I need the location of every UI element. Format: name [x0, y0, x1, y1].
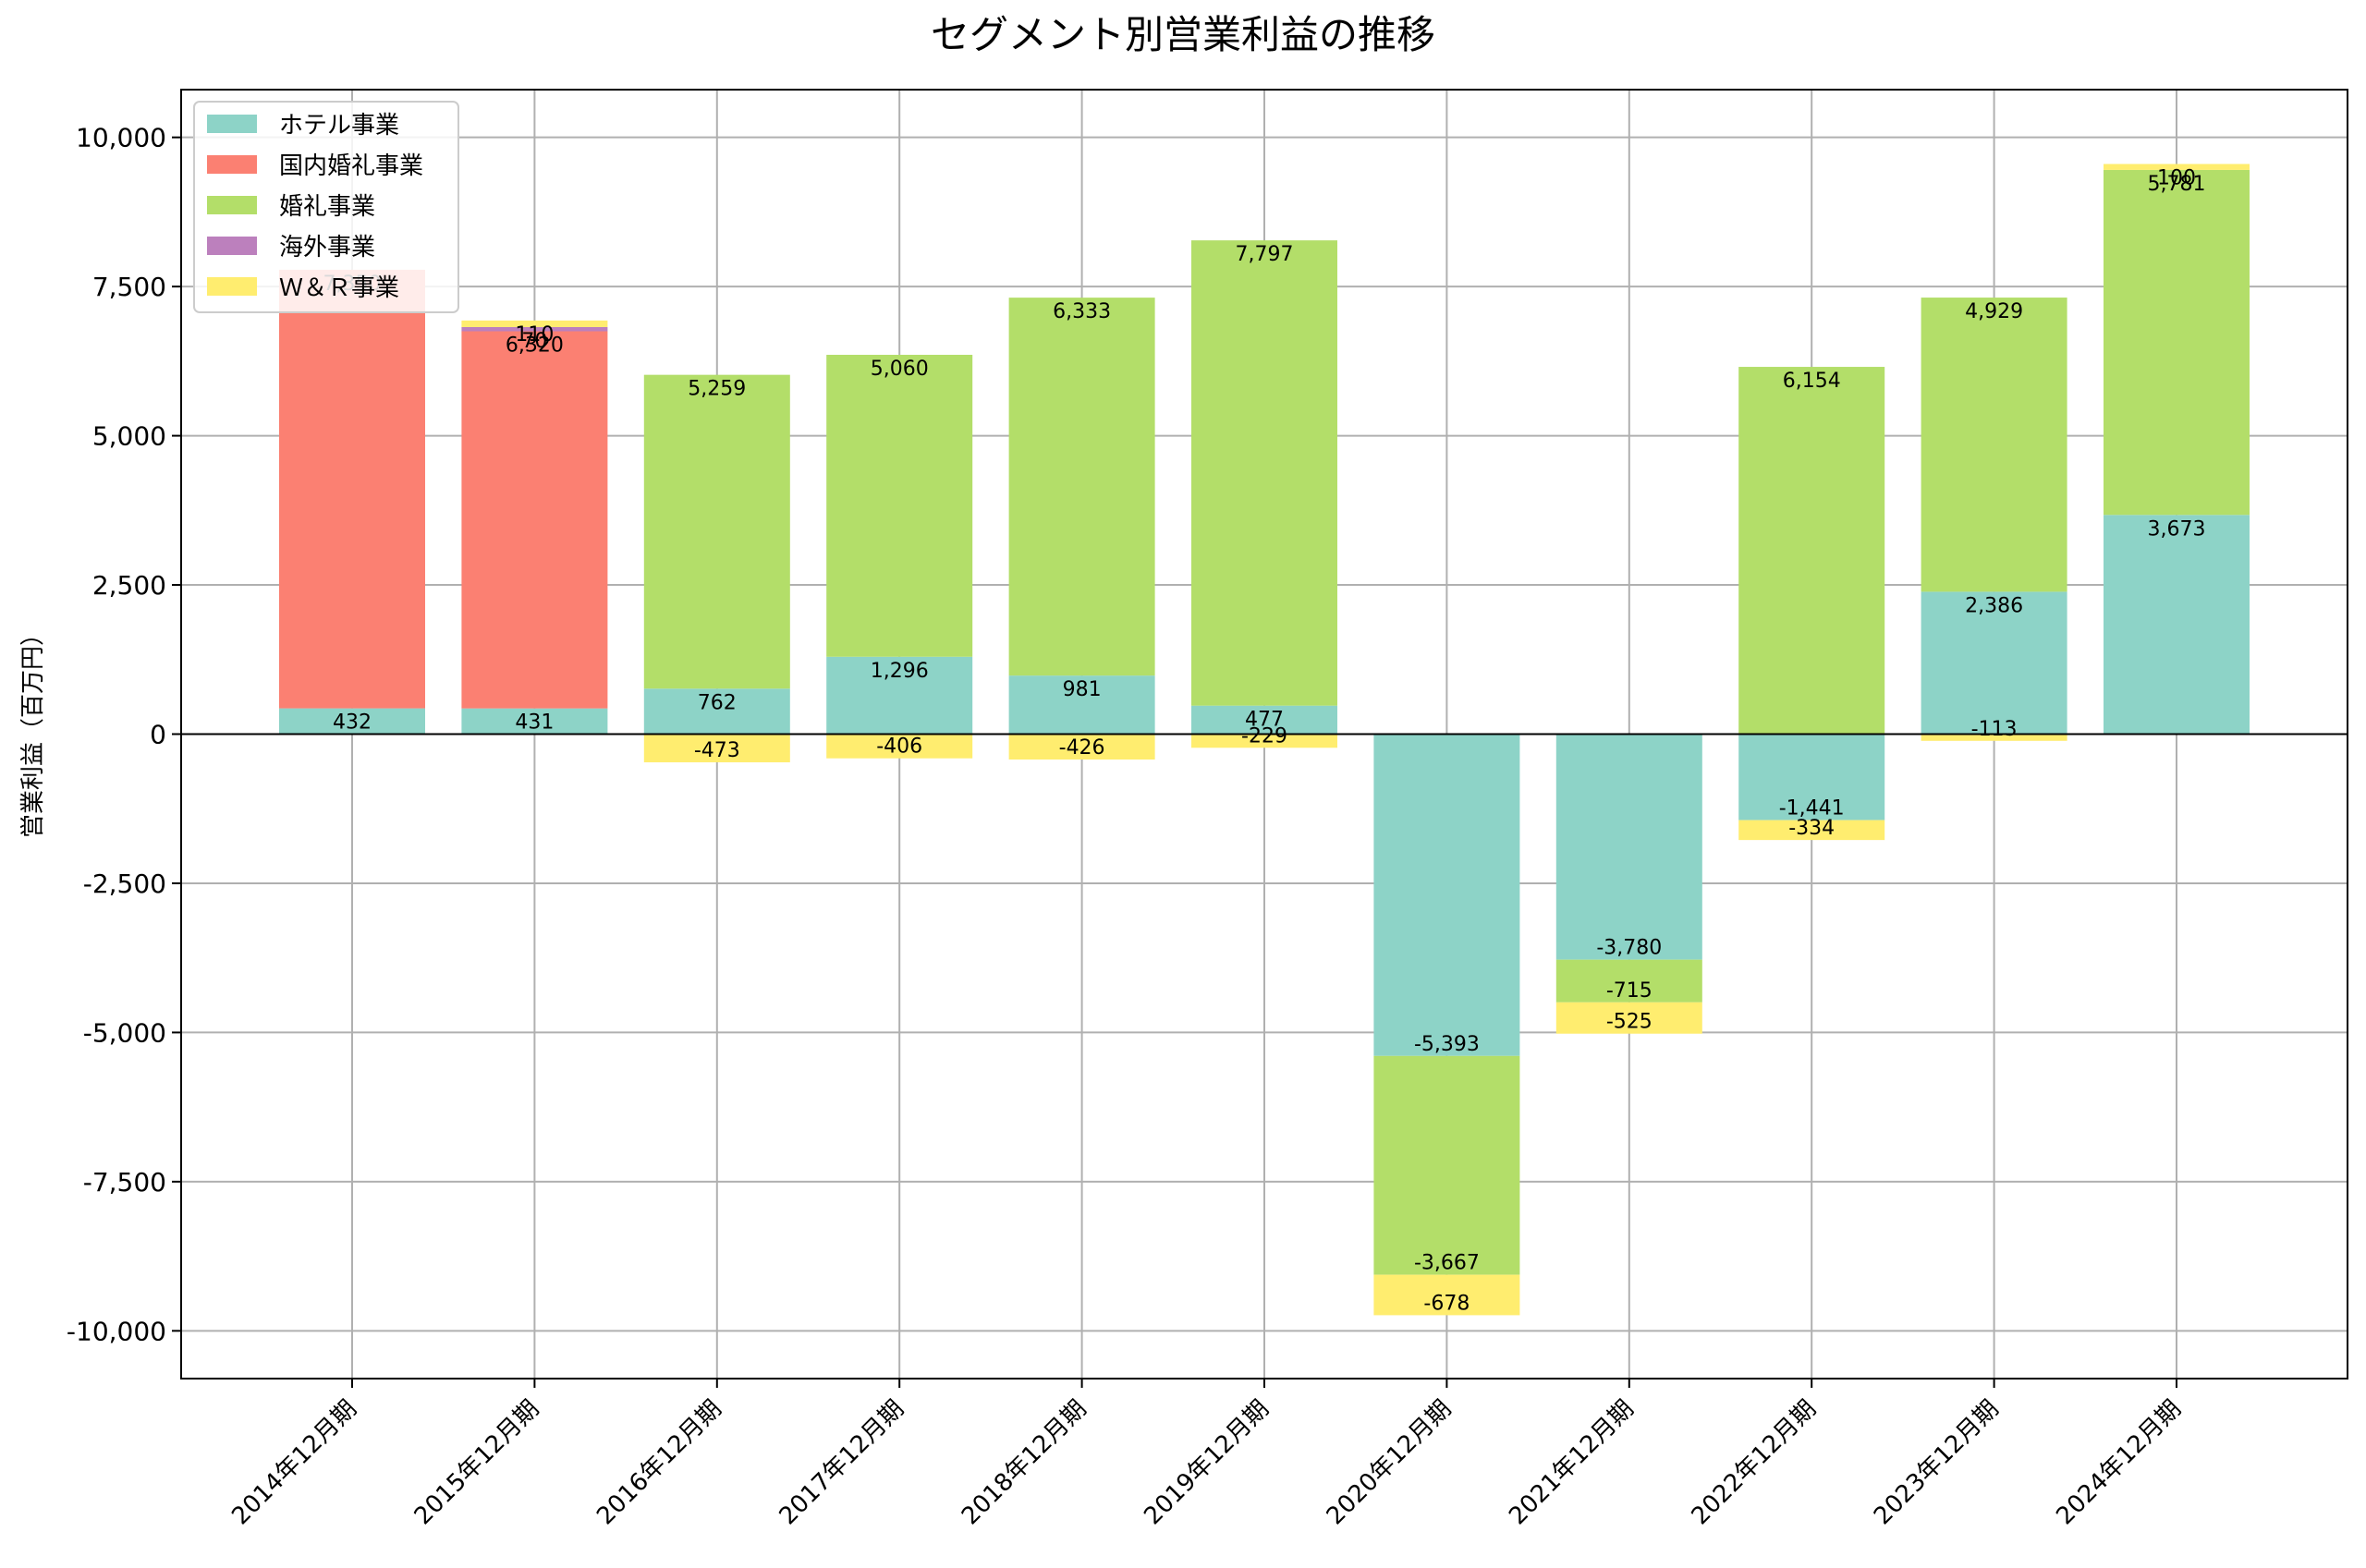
bar-value-label: -678: [1423, 1292, 1470, 1315]
y-tick-label: 0: [150, 720, 166, 750]
bar-segment: [1008, 734, 1155, 760]
bar-segment: [461, 708, 608, 735]
legend-swatch: [207, 196, 257, 214]
bar-value-label: 1,296: [871, 660, 929, 683]
bar-segment: [1921, 298, 2067, 592]
bar-segment: [1555, 1002, 1702, 1034]
y-tick-label: -10,000: [67, 1316, 166, 1346]
bar-segment: [1738, 820, 1885, 841]
bar-value-label: 4,929: [1965, 300, 2023, 323]
bar-value-label: -406: [876, 735, 922, 759]
bar-segment: [461, 331, 608, 709]
legend-swatch: [207, 155, 257, 174]
bar-segment: [826, 656, 973, 735]
legend-label: ホテル事業: [279, 112, 399, 140]
bar-segment: [1555, 734, 1702, 960]
bar-segment: [643, 734, 790, 763]
bar-value-label: -3,667: [1414, 1252, 1480, 1275]
bar-segment: [2104, 169, 2250, 516]
bar-segment: [1191, 240, 1337, 706]
bar-segment: [461, 320, 608, 327]
legend-label: 国内婚礼事業: [279, 152, 423, 180]
y-tick-label: -7,500: [83, 1167, 166, 1197]
bar-segment: [1921, 591, 2067, 735]
bar-segment: [1191, 734, 1337, 748]
y-tick-label: 7,500: [92, 272, 166, 302]
bar-value-label: 2,386: [1965, 594, 2023, 617]
bar-value-label: -473: [694, 739, 740, 762]
bar-segment: [1738, 367, 1885, 735]
bar-segment: [1191, 705, 1337, 735]
y-tick-label: -5,000: [83, 1017, 166, 1048]
bar-value-label: 7,797: [1236, 243, 1294, 266]
chart-title: セグメント別営業利益の推移: [931, 12, 1435, 57]
legend-label: 海外事業: [279, 234, 375, 261]
bar-segment: [1373, 1055, 1520, 1275]
bar-segment: [826, 734, 973, 759]
y-tick-label: 2,500: [92, 570, 166, 601]
bar-value-label: 6,154: [1783, 370, 1841, 393]
bar-value-label: 477: [1245, 709, 1284, 732]
bar-segment: [643, 688, 790, 735]
data-labels: 4327,3504316,320701107625,259-4731,2965,…: [323, 166, 2206, 1315]
bar-value-label: -113: [1971, 718, 2018, 741]
bar-segment: [1373, 734, 1520, 1056]
bar-value-label: -715: [1606, 979, 1653, 1003]
bar-value-label: 6,333: [1053, 300, 1111, 323]
bar-value-label: 3,673: [2148, 517, 2206, 541]
bar-segment: [1373, 1274, 1520, 1316]
plot-frame: [180, 89, 2348, 1380]
bar-segment: [2104, 164, 2250, 170]
bar-segment: [1008, 675, 1155, 735]
y-tick-label: 10,000: [76, 123, 166, 153]
bar-groups: [279, 164, 2250, 1316]
bar-value-label: -1,441: [1779, 797, 1845, 820]
bar-value-label: -229: [1241, 724, 1287, 748]
bar-value-label: -3,780: [1596, 937, 1662, 960]
legend-swatch: [207, 237, 257, 255]
bar-value-label: 110: [515, 323, 554, 346]
bar-value-label: 5,781: [2148, 173, 2206, 196]
legend-box: [193, 101, 459, 313]
bar-value-label: 762: [698, 691, 737, 714]
bar-value-label: -426: [1059, 736, 1105, 760]
bar-value-label: 70: [521, 330, 547, 353]
bar-value-label: 100: [2157, 166, 2196, 189]
bar-segment: [1555, 959, 1702, 1003]
bar-value-label: -334: [1788, 817, 1835, 840]
legend-label: 婚礼事業: [279, 193, 375, 221]
bar-segment: [1921, 734, 2067, 741]
legend-swatch: [207, 115, 257, 133]
legend-label: Ｗ＆Ｒ事業: [279, 274, 399, 302]
bar-segment: [1738, 734, 1885, 820]
bar-value-label: -5,393: [1414, 1033, 1480, 1056]
bar-segment: [1008, 298, 1155, 676]
bar-value-label: 431: [515, 711, 554, 735]
y-tick-label: -2,500: [83, 869, 166, 899]
bar-segment: [279, 708, 425, 735]
bar-value-label: 6,320: [506, 334, 564, 357]
bar-segment: [2104, 515, 2250, 735]
bar-value-label: -525: [1606, 1011, 1653, 1034]
bar-segment: [643, 374, 790, 689]
bar-segment: [279, 269, 425, 709]
legend-swatch: [207, 277, 257, 296]
y-tick-label: 5,000: [92, 421, 166, 452]
bar-value-label: 432: [333, 711, 372, 735]
bar-value-label: 981: [1063, 678, 1102, 701]
bar-value-label: 5,259: [688, 378, 746, 401]
y-axis-label: 営業利益（百万円）: [19, 622, 47, 838]
bar-segment: [461, 326, 608, 332]
bar-segment: [826, 355, 973, 657]
bar-value-label: 5,060: [871, 358, 929, 381]
